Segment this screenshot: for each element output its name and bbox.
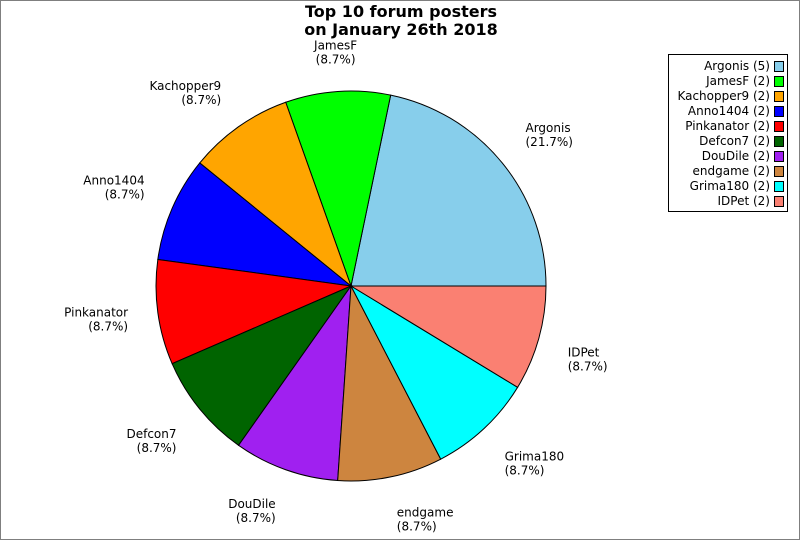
legend-entry-pinkanator: Pinkanator (2) bbox=[669, 118, 787, 134]
slice-label-doudile: DouDile (8.7%) bbox=[228, 497, 275, 525]
legend-swatch bbox=[774, 121, 784, 132]
slice-percent-kachopper9: (8.7%) bbox=[181, 93, 221, 107]
legend-entry-argonis: Argonis (5) bbox=[669, 58, 787, 74]
slice-label-kachopper9: Kachopper9 (8.7%) bbox=[149, 79, 221, 107]
slice-label-idpet: IDPet (8.7%) bbox=[568, 346, 608, 374]
slice-name-idpet: IDPet bbox=[568, 346, 600, 360]
slice-percent-doudile: (8.7%) bbox=[236, 511, 276, 525]
legend-swatch bbox=[774, 76, 784, 87]
pie-slice-argonis bbox=[350, 94, 547, 287]
legend-label: Defcon7 (2) bbox=[699, 134, 770, 148]
legend-label: endgame (2) bbox=[692, 164, 770, 178]
legend-label: JamesF (2) bbox=[706, 74, 770, 88]
pie-slice-pinkanator bbox=[155, 258, 353, 365]
slice-label-anno1404: Anno1404 (8.7%) bbox=[83, 173, 144, 201]
chart-title: Top 10 forum posters on January 26th 201… bbox=[1, 3, 800, 39]
pie-slice-kachopper9 bbox=[199, 101, 353, 288]
legend-label: Kachopper9 (2) bbox=[677, 89, 770, 103]
slice-percent-defcon7: (8.7%) bbox=[137, 441, 177, 455]
legend-swatch bbox=[774, 106, 784, 117]
legend-entry-endgame: endgame (2) bbox=[669, 163, 787, 179]
legend-label: Argonis (5) bbox=[704, 59, 770, 73]
slice-label-grima180: Grima180 (8.7%) bbox=[505, 449, 565, 477]
slice-label-defcon7: Defcon7 (8.7%) bbox=[126, 427, 176, 455]
pie-slice-endgame bbox=[337, 284, 442, 482]
slice-percent-anno1404: (8.7%) bbox=[105, 187, 145, 201]
slice-label-endgame: endgame (8.7%) bbox=[397, 505, 454, 533]
legend-swatch bbox=[774, 181, 784, 192]
pie-slice-defcon7 bbox=[171, 284, 353, 447]
legend-entry-idpet: IDPet (2) bbox=[669, 193, 787, 209]
slice-name-endgame: endgame bbox=[397, 505, 454, 519]
chart-title-line-1: Top 10 forum posters bbox=[305, 2, 497, 21]
legend-entry-jamesf: JamesF (2) bbox=[669, 73, 787, 89]
legend-entry-doudile: DouDile (2) bbox=[669, 148, 787, 164]
legend-entry-kachopper9: Kachopper9 (2) bbox=[669, 88, 787, 104]
slice-label-pinkanator: Pinkanator (8.7%) bbox=[64, 306, 128, 334]
legend-swatch bbox=[774, 61, 784, 72]
slice-percent-idpet: (8.7%) bbox=[568, 360, 608, 374]
slice-name-grima180: Grima180 bbox=[505, 449, 565, 463]
slice-name-pinkanator: Pinkanator bbox=[64, 306, 128, 320]
pie-slice-jamesf bbox=[285, 90, 392, 288]
legend-entry-defcon7: Defcon7 (2) bbox=[669, 133, 787, 149]
slice-label-jamesf: JamesF (8.7%) bbox=[313, 39, 357, 67]
slice-percent-grima180: (8.7%) bbox=[505, 463, 545, 477]
chart-title-line-2: on January 26th 2018 bbox=[304, 20, 498, 39]
pie-slice-doudile bbox=[237, 284, 352, 482]
legend-label: Grima180 (2) bbox=[689, 179, 770, 193]
chart-legend: Argonis (5) JamesF (2) Kachopper9 (2) Anno1… bbox=[668, 54, 788, 212]
slice-percent-endgame: (8.7%) bbox=[397, 519, 437, 533]
pie-slice-anno1404 bbox=[157, 162, 353, 287]
legend-label: IDPet (2) bbox=[717, 194, 771, 208]
legend-swatch bbox=[774, 196, 784, 207]
pie-slice-idpet bbox=[349, 285, 547, 389]
slice-percent-argonis: (21.7%) bbox=[526, 135, 573, 149]
legend-entry-anno1404: Anno1404 (2) bbox=[669, 103, 787, 119]
pie-slice-grima180 bbox=[349, 284, 519, 460]
legend-swatch bbox=[774, 91, 784, 102]
legend-swatch bbox=[774, 166, 784, 177]
legend-label: Anno1404 (2) bbox=[687, 104, 770, 118]
legend-label: Pinkanator (2) bbox=[685, 119, 770, 133]
slice-name-argonis: Argonis bbox=[526, 121, 571, 135]
legend-swatch bbox=[774, 151, 784, 162]
slice-name-jamesf: JamesF bbox=[313, 39, 357, 53]
legend-entry-grima180: Grima180 (2) bbox=[669, 178, 787, 194]
slice-name-anno1404: Anno1404 bbox=[83, 173, 144, 187]
slice-name-kachopper9: Kachopper9 bbox=[149, 79, 221, 93]
slice-label-argonis: Argonis (21.7%) bbox=[526, 121, 573, 149]
legend-swatch bbox=[774, 136, 784, 147]
slice-percent-pinkanator: (8.7%) bbox=[88, 320, 128, 334]
slice-percent-jamesf: (8.7%) bbox=[316, 53, 356, 67]
slice-name-defcon7: Defcon7 bbox=[126, 427, 176, 441]
legend-label: DouDile (2) bbox=[701, 149, 770, 163]
slice-name-doudile: DouDile bbox=[228, 497, 275, 511]
